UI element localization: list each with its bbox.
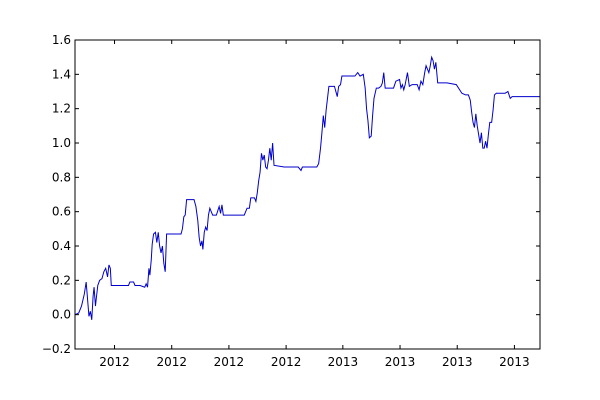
y-tick-label: 0.2 xyxy=(52,273,71,287)
x-tick-label: 2012 xyxy=(271,355,302,369)
y-tick-label: 0.6 xyxy=(52,205,71,219)
y-tick-label: 1.4 xyxy=(52,67,71,81)
y-tick-label: −0.2 xyxy=(42,342,71,356)
y-tick-label: 1.6 xyxy=(52,33,71,47)
x-tick-label: 2013 xyxy=(328,355,359,369)
x-tick-label: 2013 xyxy=(385,355,416,369)
axis-ticks xyxy=(75,39,540,350)
y-tick-label: 0.4 xyxy=(52,239,71,253)
y-tick-label: 1.0 xyxy=(52,136,71,150)
y-tick-label: 0.0 xyxy=(52,308,71,322)
x-tick-label: 2013 xyxy=(499,355,530,369)
x-tick-label: 2012 xyxy=(99,355,130,369)
plot-area xyxy=(74,55,540,320)
x-tick-label: 2012 xyxy=(214,355,245,369)
tick-labels: −0.2 0.0 0.2 0.4 0.6 0.8 1.0 1.2 1.4 1.6 2012 2012 2… xyxy=(42,33,530,369)
x-tick-label: 2013 xyxy=(442,355,473,369)
y-tick-label: 1.2 xyxy=(52,102,71,116)
y-tick-label: 0.8 xyxy=(52,170,71,184)
x-tick-label: 2012 xyxy=(156,355,187,369)
axes-frame xyxy=(74,39,541,350)
series-line xyxy=(74,55,540,320)
